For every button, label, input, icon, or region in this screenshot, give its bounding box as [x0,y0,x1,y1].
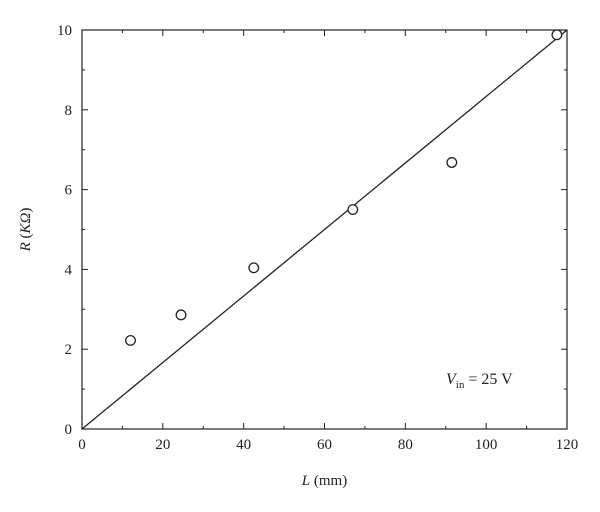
fit-line-group [81,29,568,430]
y-tick-label: 10 [57,23,72,39]
x-tick-label: 0 [78,437,86,453]
y-tick-labels: 0 2 4 6 8 10 [57,23,73,438]
y-tick-label: 4 [65,262,73,278]
data-point [446,157,458,168]
y-tick-label: 8 [65,103,73,119]
x-tick-label: 60 [317,437,332,453]
x-axis-label-unit: (mm) [310,473,347,489]
y-axis-label-paren-open: ( [18,233,34,242]
data-point [175,309,187,321]
x-tick-label: 40 [236,437,251,453]
x-tick-labels: 0 20 40 60 80 100 120 [78,437,578,453]
x-axis-label-var: L [301,473,310,489]
y-tick-label: 2 [65,342,73,358]
x-tick-label: 100 [475,437,498,453]
data-point [248,262,260,274]
x-tick-label: 20 [155,437,170,453]
data-point [551,29,563,41]
y-axis-label-unit: KΩ [18,212,34,234]
y-axis-label: R (KΩ) [18,208,34,253]
vin-annotation: Vin = 25 V [446,371,513,391]
data-points [125,29,563,346]
axis-ticks [81,29,568,430]
data-point [125,334,136,346]
y-axis-label-var: R [18,242,34,252]
y-tick-label: 0 [65,422,73,438]
data-point [347,204,359,216]
x-tick-label: 120 [556,437,579,453]
fit-line [81,29,568,430]
y-tick-label: 6 [65,183,73,199]
annotation-value: = 25 V [464,371,513,388]
x-tick-label: 80 [398,437,413,453]
annotation-var: V [446,371,458,388]
x-axis-label: L (mm) [301,473,347,489]
annotation-subscript: in [456,379,465,391]
y-axis-label-paren-close: ) [18,208,34,213]
